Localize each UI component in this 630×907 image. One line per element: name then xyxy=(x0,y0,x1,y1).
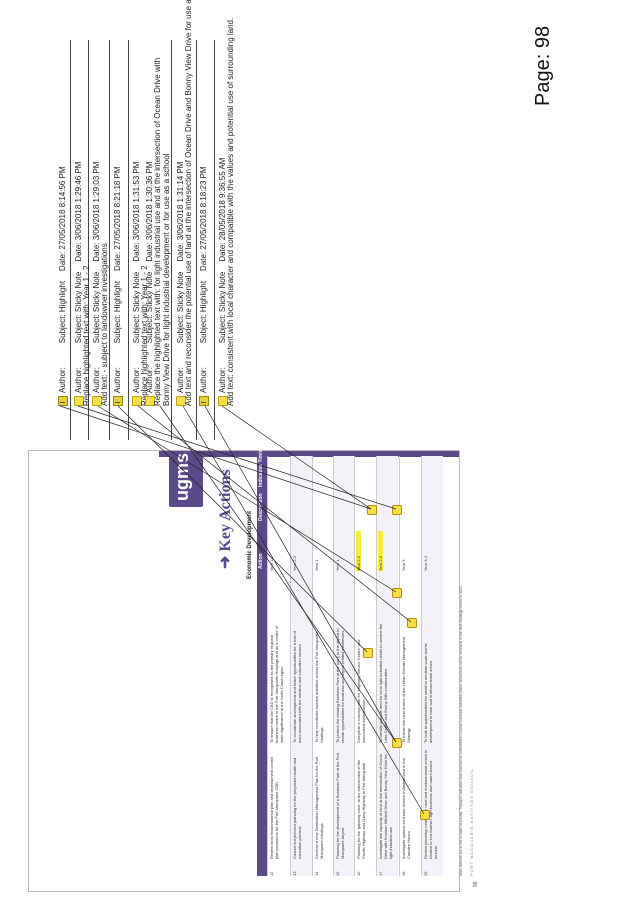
table-header xyxy=(257,456,267,876)
comment-divider xyxy=(88,40,89,440)
comment-marker[interactable] xyxy=(392,505,402,515)
comment-divider xyxy=(196,40,197,440)
comment-marker[interactable] xyxy=(407,618,417,628)
table-row xyxy=(312,456,334,876)
embedded-document-page: ugms ➜ Key Actions Economic Development … xyxy=(28,444,479,892)
table-row xyxy=(421,456,443,876)
table-row xyxy=(290,456,312,876)
comment-marker[interactable] xyxy=(420,810,430,820)
table-row xyxy=(399,456,421,876)
comment-marker[interactable] xyxy=(367,505,377,515)
comment-divider xyxy=(70,40,71,440)
table-row xyxy=(333,456,355,876)
comment-divider xyxy=(171,40,172,440)
logo xyxy=(169,457,203,507)
comment-divider xyxy=(109,40,110,440)
table-row xyxy=(354,456,376,876)
comment-divider xyxy=(128,40,129,440)
table-row xyxy=(267,456,289,876)
comment-marker[interactable] xyxy=(392,738,402,748)
side-band xyxy=(159,451,459,457)
comment-marker[interactable] xyxy=(363,648,373,658)
comment-divider xyxy=(214,40,215,440)
comment-marker[interactable] xyxy=(392,588,402,598)
